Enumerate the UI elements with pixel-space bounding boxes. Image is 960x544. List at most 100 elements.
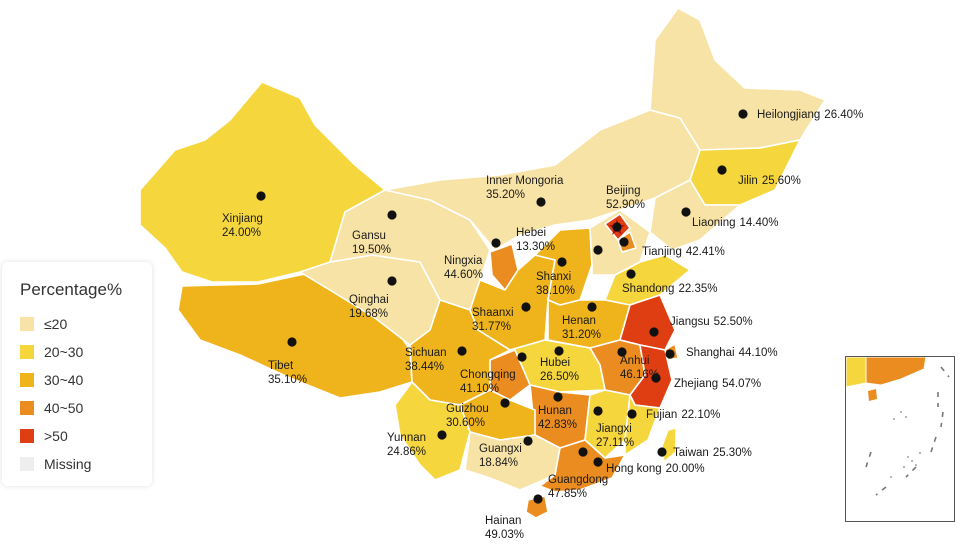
province-dot <box>521 302 531 312</box>
province-dot <box>651 373 661 383</box>
province-label: Liaoning 14.40% <box>692 217 779 229</box>
province-name: Guizhou <box>446 403 489 415</box>
legend-item: 40~50 <box>20 398 83 418</box>
province-value: 44.10% <box>739 347 778 359</box>
province-label: Taiwan 25.30% <box>673 447 752 459</box>
province-dot <box>627 409 637 419</box>
province-value: 44.60% <box>444 269 483 281</box>
province-name: Chongqing <box>460 369 516 381</box>
province-value: 41.10% <box>460 383 499 395</box>
province-value: 38.44% <box>405 361 444 373</box>
region-gansu <box>329 189 491 311</box>
province-dot <box>457 346 467 356</box>
legend-swatch <box>20 457 34 471</box>
province-value: 49.03% <box>485 529 524 541</box>
province-value: 31.77% <box>472 321 511 333</box>
province-dot <box>533 494 543 504</box>
province-value: 26.40% <box>824 109 863 121</box>
province-dot <box>287 337 297 347</box>
province-dot <box>612 222 622 232</box>
province-name: Shaanxi <box>472 307 514 319</box>
province-dot <box>557 257 567 267</box>
province-value: 25.60% <box>762 175 801 187</box>
province-name: Tianjing <box>642 246 682 258</box>
province-value: 14.40% <box>739 217 778 229</box>
province-label: Fujian 22.10% <box>646 409 720 421</box>
province-dot <box>593 457 603 467</box>
province-label: Jiangsu 52.50% <box>670 316 753 328</box>
province-labels: Heilongjiang 26.40% Jilin 25.60% Liaoning 14.… <box>222 109 863 541</box>
province-dot <box>649 327 659 337</box>
province-value: 42.41% <box>686 246 725 258</box>
province-name: Hong kong <box>606 463 662 475</box>
province-value: 22.10% <box>681 409 720 421</box>
province-label: Hong kong 20.00% <box>606 463 705 475</box>
province-name: Inner Mongoria <box>486 175 564 187</box>
legend-item: 20~30 <box>20 342 83 362</box>
province-dot <box>738 109 748 119</box>
province-value: 46.16% <box>620 369 659 381</box>
province-value: 27.11% <box>596 437 634 449</box>
province-name: Ningxia <box>444 255 483 267</box>
legend-label: Missing <box>44 456 92 472</box>
province-label: Heilongjiang 26.40% <box>757 109 863 121</box>
province-dot <box>536 197 546 207</box>
province-name: Zhejiang <box>674 378 718 390</box>
province-dot <box>587 302 597 312</box>
province-name: Anhui <box>620 355 649 367</box>
legend: Percentage% ≤20 20~30 30~40 40~50 >50 Missing <box>2 262 152 486</box>
province-value: 35.20% <box>486 189 525 201</box>
province-label: Shanghai 44.10% <box>686 347 778 359</box>
legend-swatch <box>20 401 34 415</box>
province-name: Shanghai <box>686 347 735 359</box>
province-dot <box>517 352 527 362</box>
province-dot <box>523 436 533 446</box>
province-value: 19.50% <box>352 244 391 256</box>
legend-label: 20~30 <box>44 344 84 360</box>
inset-map <box>846 357 950 496</box>
province-dot <box>626 269 636 279</box>
province-name: Hubei <box>540 357 570 369</box>
province-value: 30.60% <box>446 417 485 429</box>
region-hainan <box>525 495 549 519</box>
province-dot <box>619 237 629 247</box>
region-guangdong <box>539 439 626 493</box>
province-name: Yunnan <box>387 432 426 444</box>
province-value: 54.07% <box>722 378 761 390</box>
province-dots <box>256 109 748 504</box>
province-value: 18.84% <box>479 457 518 469</box>
province-label: Shandong 22.35% <box>622 283 717 295</box>
province-dot <box>553 392 563 402</box>
province-label: Zhejiang 54.07% <box>674 378 761 390</box>
province-dot <box>256 191 266 201</box>
province-name: Guangxi <box>479 443 522 455</box>
province-name: Jiangsu <box>670 316 710 328</box>
province-value: 52.50% <box>714 316 753 328</box>
province-dot <box>387 210 397 220</box>
province-name: Hunan <box>538 405 572 417</box>
province-name: Taiwan <box>673 447 709 459</box>
province-value: 52.90% <box>606 199 645 211</box>
province-value: 25.30% <box>713 447 752 459</box>
province-name: Heilongjiang <box>757 109 820 121</box>
province-name: Beijing <box>606 185 641 197</box>
province-name: Fujian <box>646 409 677 421</box>
province-dot <box>437 430 447 440</box>
province-dot <box>665 349 675 359</box>
legend-swatch <box>20 345 34 359</box>
province-name: Liaoning <box>692 217 735 229</box>
province-value: 47.85% <box>548 488 587 500</box>
legend-swatch <box>20 317 34 331</box>
province-name: Tibet <box>268 360 294 372</box>
legend-item: 30~40 <box>20 370 83 390</box>
province-value: 19.68% <box>349 308 388 320</box>
legend-title: Percentage% <box>20 280 123 299</box>
province-value: 13.30% <box>516 241 555 253</box>
province-value: 26.50% <box>540 371 579 383</box>
province-dot <box>593 245 603 255</box>
province-name: Shandong <box>622 283 674 295</box>
province-value: 24.00% <box>222 227 261 239</box>
province-name: Gansu <box>352 230 386 242</box>
province-dot <box>387 276 397 286</box>
legend-label: 40~50 <box>44 400 84 416</box>
